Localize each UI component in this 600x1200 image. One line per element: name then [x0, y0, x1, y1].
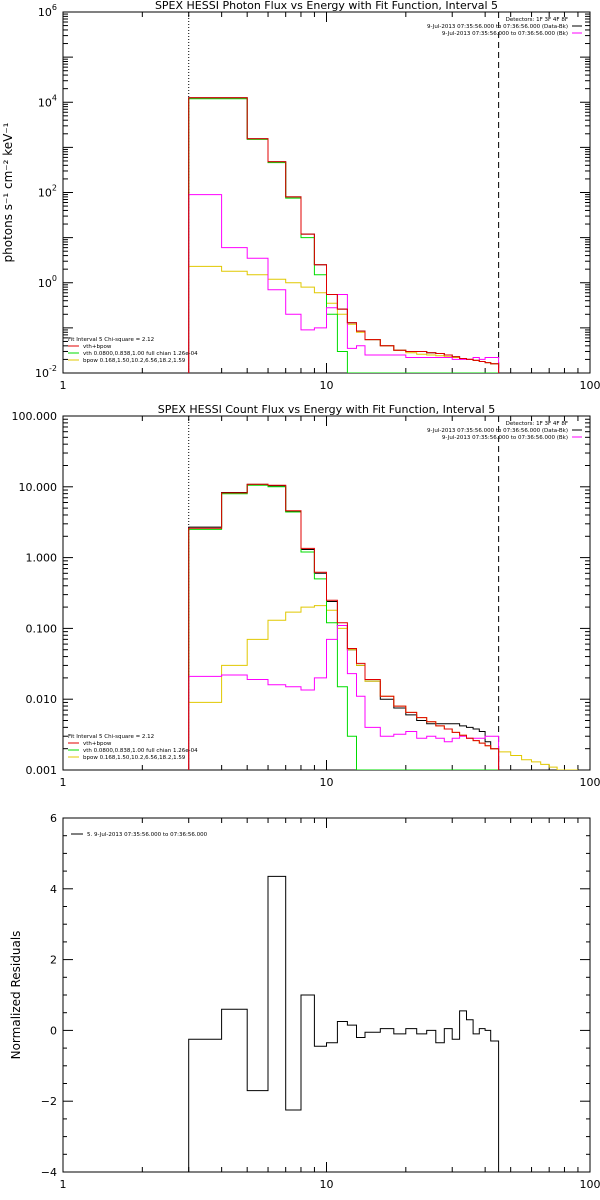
y-tick-label-exp: 6 — [52, 3, 57, 12]
series-total — [188, 483, 500, 770]
x-tick-label: 1 — [60, 1178, 67, 1191]
series-fit — [188, 483, 500, 770]
y-tick-label: 10.000 — [19, 481, 58, 494]
series-total — [188, 97, 500, 373]
x-tick-label: 1 — [60, 776, 67, 789]
y-tick-label: 100.000 — [12, 410, 58, 423]
legend-entry: bpow 0.168,1.50,10.2,6.56,18.2,1.59 — [83, 358, 186, 364]
plot-frame — [62, 817, 591, 1173]
y-tick-label-exp: 2 — [52, 184, 57, 193]
legend-entry: 5. 9-Jul-2013 07:35:56.000 to 07:36:56.0… — [87, 832, 208, 838]
panel-2: SPEX HESSI Count Flux vs Energy with Fit… — [12, 403, 600, 789]
legend-entry: 9-Jul-2013 07:35:56.000 to 07:36:56.000 … — [427, 24, 568, 30]
y-tick-label: −2 — [41, 1095, 57, 1108]
legend-entry: Fit Interval 5 Chi-square = 2.12 — [68, 734, 154, 740]
y-tick-label-base: 10 — [35, 367, 49, 380]
panel-1: SPEX HESSI Photon Flux vs Energy with Fi… — [1, 0, 600, 392]
series-fit — [188, 97, 500, 373]
y-tick-label: 4 — [50, 883, 57, 896]
y-tick-label-exp: 4 — [52, 93, 57, 102]
legend-entry: Detectors: 1F 3F 4F 8F — [506, 421, 568, 427]
chart-title: SPEX HESSI Photon Flux vs Energy with Fi… — [155, 0, 498, 12]
y-tick-label: 102 — [38, 184, 57, 200]
legend-entry: vth 0.0800,0.838,1.00 full chian 1.26e-0… — [83, 351, 198, 357]
x-tick-label: 10 — [320, 776, 334, 789]
y-axis-label: Normalized Residuals — [9, 931, 23, 1060]
legend-entry: 9-Jul-2013 07:35:56.000 to 07:36:56.000 … — [442, 31, 568, 37]
y-tick-label: 0 — [50, 1024, 57, 1037]
legend-entry: vth 0.0800,0.838,1.00 full chian 1.26e-0… — [83, 748, 198, 754]
y-axis-label: photons s⁻¹ cm⁻² keV⁻¹ — [1, 122, 15, 262]
legend-entry: 9-Jul-2013 07:35:56.000 to 07:36:56.000 … — [427, 428, 568, 434]
x-tick-label: 10 — [320, 379, 334, 392]
y-tick-label: 10-2 — [35, 364, 57, 380]
y-tick-label: 0.100 — [26, 622, 58, 635]
legend-entry: vth+bpow — [83, 344, 112, 350]
x-tick-label: 100 — [580, 776, 600, 789]
y-tick-label: 104 — [38, 93, 57, 109]
y-tick-label-exp: 0 — [52, 274, 57, 283]
series-vth — [188, 484, 499, 770]
y-tick-label-base: 10 — [38, 277, 52, 290]
legend-entry: 9-Jul-2013 07:35:56.000 to 07:36:56.000 … — [442, 435, 568, 441]
series-bk — [188, 625, 500, 770]
y-tick-label: 106 — [38, 3, 57, 19]
y-tick-label-exp: -2 — [49, 364, 57, 373]
series-bpow — [188, 605, 578, 770]
legend-entry: Detectors: 1F 3F 4F 8F — [506, 17, 568, 23]
y-tick-label-base: 10 — [38, 187, 52, 200]
panel-3: 1 10 100 −4 −2 0 2 4 6 Normalized Residuals 5. 9-J… — [9, 812, 600, 1191]
x-tick-label: 1 — [60, 379, 67, 392]
y-tick-label-base: 10 — [38, 6, 52, 19]
y-tick-label-base: 10 — [38, 96, 52, 109]
series-bk — [188, 194, 500, 373]
x-tick-label: 100 — [580, 1178, 600, 1191]
x-tick-label: 100 — [580, 379, 600, 392]
chart-title: SPEX HESSI Count Flux vs Energy with Fit… — [158, 403, 495, 416]
y-tick-label: 2 — [50, 954, 57, 967]
series-data — [188, 875, 500, 1172]
y-tick-label: 1.000 — [26, 552, 58, 565]
legend-entry: vth+bpow — [83, 741, 112, 747]
series-vth — [188, 98, 499, 373]
y-tick-label: 0.001 — [26, 764, 58, 777]
y-tick-label: 6 — [50, 812, 57, 825]
y-tick-label: 100 — [38, 274, 57, 290]
legend-entry: bpow 0.168,1.50,10.2,6.56,18.2,1.59 — [83, 755, 186, 761]
y-tick-label: 0.010 — [26, 693, 58, 706]
legend-entry: Fit Interval 5 Chi-square = 2.12 — [68, 337, 154, 343]
y-tick-label: −4 — [41, 1166, 57, 1179]
x-tick-label: 10 — [320, 1178, 334, 1191]
